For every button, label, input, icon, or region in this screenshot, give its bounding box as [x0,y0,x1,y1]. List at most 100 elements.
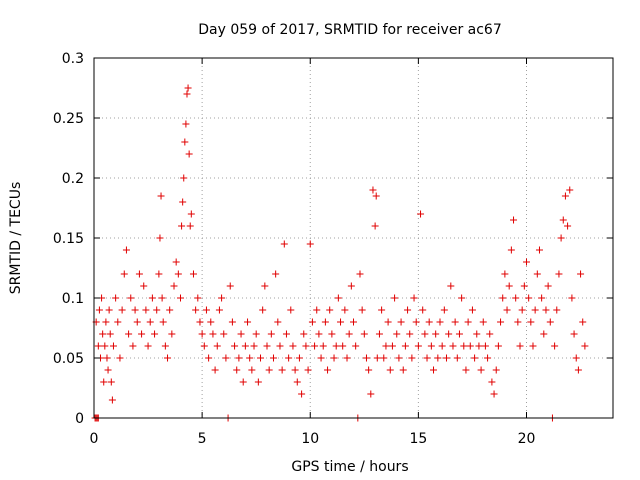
data-point [471,354,479,362]
data-point [527,318,535,326]
data-point [492,366,500,374]
x-tick-label: 20 [518,431,536,447]
data-point [109,342,117,350]
data-point [445,330,453,338]
data-point [183,90,191,98]
data-point [466,342,474,350]
data-point [120,270,128,278]
data-point [321,318,329,326]
data-point [218,294,226,302]
data-point [436,318,444,326]
data-point [304,366,312,374]
data-point [365,366,373,374]
data-point [276,342,284,350]
data-point [352,342,360,350]
data-point [198,330,206,338]
data-point [274,318,282,326]
data-point [345,330,353,338]
data-point [332,342,340,350]
data-point [473,330,481,338]
data-point [196,318,204,326]
y-tick-label: 0.05 [53,351,84,367]
y-tick-label: 0.25 [53,111,84,127]
data-point [410,294,418,302]
data-point [155,270,163,278]
data-point [328,330,336,338]
data-point [226,282,234,290]
data-point [184,84,192,92]
data-point [107,378,115,386]
data-point [544,282,552,290]
data-point [116,354,124,362]
data-point [572,354,580,362]
data-point [148,294,156,302]
data-point [259,306,267,314]
y-axis-label: SRMTID / TECUs [8,182,24,295]
data-point [317,354,325,362]
data-point [404,306,412,314]
data-point [486,330,494,338]
data-point [192,306,200,314]
data-point [291,366,299,374]
data-point [542,306,550,314]
y-tick-label: 0.2 [62,171,84,187]
data-point [432,330,440,338]
data-point [168,330,176,338]
data-point [362,354,370,362]
data-point [369,186,377,194]
y-tick-label: 0.1 [62,291,84,307]
data-point [278,366,286,374]
data-point [231,342,239,350]
x-tick-label: 0 [90,431,99,447]
data-point [375,330,383,338]
x-tick-label: 5 [198,431,207,447]
data-point [520,282,528,290]
data-point [514,318,522,326]
data-point [503,306,511,314]
data-point [140,282,148,290]
data-point [112,294,120,302]
data-point [395,354,403,362]
data-point [442,354,450,362]
data-point [337,318,345,326]
data-point [438,342,446,350]
data-point [133,318,141,326]
data-point [531,306,539,314]
data-point [289,342,297,350]
data-point [261,282,269,290]
x-axis-label: GPS time / hours [291,459,408,475]
data-point [497,318,505,326]
data-point [280,240,288,248]
data-point [156,234,164,242]
data-point [106,330,114,338]
data-point [250,342,258,350]
data-point [172,258,180,266]
data-point [164,354,172,362]
data-point [579,318,587,326]
data-point [166,306,174,314]
data-point [535,246,543,254]
data-point [475,342,483,350]
data-point [220,330,228,338]
data-point [546,318,554,326]
data-point [417,210,425,218]
data-point [512,294,520,302]
data-point [401,342,409,350]
data-point [142,306,150,314]
chart-title: Day 059 of 2017, SRMTID for receiver ac6… [198,22,502,38]
data-point [391,294,399,302]
data-point [434,354,442,362]
data-point [108,396,116,404]
data-point [373,354,381,362]
data-point [533,270,541,278]
data-point [170,282,178,290]
data-point [189,270,197,278]
data-point [287,306,295,314]
data-point [430,366,438,374]
data-point [293,378,301,386]
data-point [460,342,468,350]
data-point [182,120,190,128]
data-point [551,342,559,350]
data-point [244,318,252,326]
data-point [306,240,314,248]
